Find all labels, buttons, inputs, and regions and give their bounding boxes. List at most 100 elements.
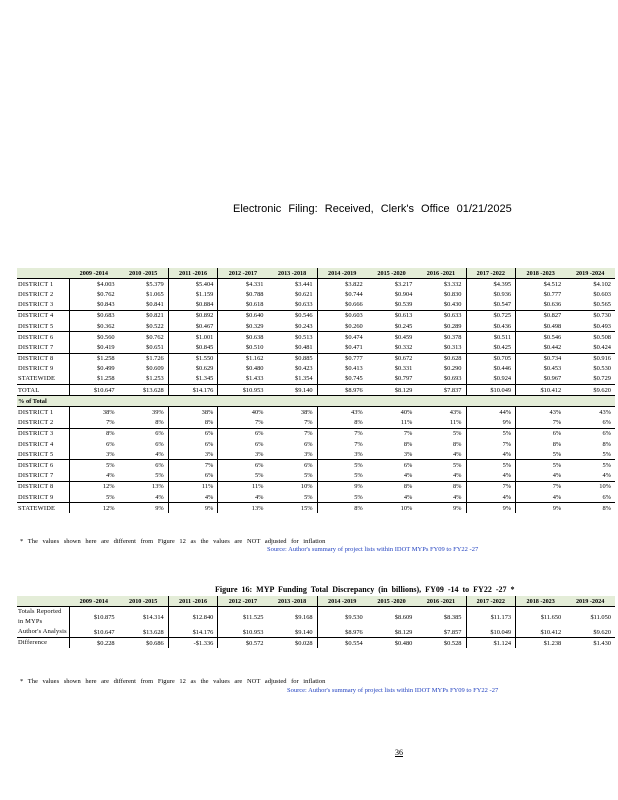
cell-value: $0.843: [97, 301, 115, 309]
period-header: 2014 -2019: [316, 596, 367, 607]
row-label: DISTRICT 4: [17, 439, 70, 450]
row-label: STATEWIDE: [17, 373, 70, 385]
cell-value: $0.638: [217, 331, 268, 343]
row-label: DISTRICT 2: [17, 289, 70, 300]
cell-value: $0.560: [69, 331, 119, 343]
cell-value: $0.651: [146, 343, 164, 351]
cell-value: $0.683: [69, 309, 119, 321]
cell-value: $10.049: [465, 384, 516, 396]
cell-value: 6%: [118, 459, 169, 471]
cell-value: $0.845: [167, 342, 218, 353]
period-header: 2017 -2022: [465, 596, 516, 607]
table-row: DISTRICT 6 $0.560 $0.762 $1.001 $0.638 $0.513…: [17, 331, 615, 343]
corner-cell: [17, 596, 69, 607]
period-header: 2010 -2015: [118, 596, 169, 607]
cell-value: 6%: [167, 470, 218, 482]
cell-value: $0.480: [366, 637, 417, 649]
period-header: 2018 -2023: [515, 596, 566, 607]
cell-value: 6%: [118, 427, 169, 439]
row-label: DISTRICT 1: [17, 406, 70, 418]
cell-value: $11.173: [465, 606, 516, 628]
cell-value: $10.647: [69, 384, 119, 396]
cell-value: $1.354: [295, 375, 313, 383]
cell-value: $5.379: [118, 278, 169, 290]
period-header: 2016 -2021: [416, 268, 466, 279]
period-header: 2019 -2024: [565, 268, 615, 279]
cell-value: $0.884: [167, 299, 218, 311]
cell-value: $3.441: [267, 278, 318, 290]
cell-value: $0.425: [465, 342, 516, 353]
cell-value: -$1.336: [167, 637, 218, 649]
cell-value: 44%: [465, 406, 516, 418]
cell-value: $8.129: [394, 628, 413, 636]
cell-value: 6%: [366, 459, 417, 471]
percent-row: STATEWIDE 12% 9% 9% 13% 15% 8% 10% 9% 9% 9% 8%: [17, 502, 615, 514]
cell-value: 6%: [217, 427, 268, 439]
cell-value: 8%: [416, 480, 466, 492]
cell-value: 10%: [366, 502, 417, 514]
cell-value: $0.453: [515, 363, 566, 374]
cell-value: $0.424: [593, 343, 611, 351]
table-row: DISTRICT 7 $0.419 $0.651 $0.845 $0.510 $0.481…: [17, 342, 615, 353]
cell-value: $0.830: [443, 290, 462, 298]
cell-value: $1.726: [118, 352, 169, 364]
cell-value: $13.628: [118, 384, 169, 396]
cell-value: $0.821: [118, 309, 169, 321]
cell-value: $13.628: [142, 628, 164, 636]
table-row: DISTRICT 3 $0.843 $0.841 $0.884 $0.618 $0.633…: [17, 299, 615, 311]
cell-value: $10.049: [465, 627, 516, 638]
table-row: DISTRICT 1 $4.003 $5.379 $5.404 $4.331 $3.441…: [17, 278, 615, 290]
cell-value: 9%: [515, 502, 566, 514]
cell-value: 4%: [155, 450, 164, 458]
cell-value: 7%: [316, 427, 367, 439]
cell-value: $8.609: [366, 606, 417, 628]
row-label: DISTRICT 8: [17, 352, 70, 364]
cell-value: $0.924: [465, 373, 516, 385]
period-header: 2015 -2020: [366, 268, 417, 279]
cell-value: 6%: [106, 440, 115, 448]
cell-value: 7%: [267, 427, 318, 439]
cell-value: $0.633: [295, 301, 313, 309]
cell-value: 5%: [155, 472, 164, 480]
cell-value: $1.162: [217, 352, 268, 364]
cell-value: 6%: [217, 459, 268, 471]
cell-value: $0.572: [217, 637, 268, 649]
cell-value: $7.837: [416, 384, 466, 396]
cell-value: $0.510: [217, 342, 268, 353]
table-row: Difference $0.228 $0.686 -$1.336 $0.572 $0.02…: [17, 637, 615, 649]
row-label: DISTRICT 9: [17, 363, 70, 374]
cell-value: $0.243: [295, 322, 313, 330]
cell-value: 10%: [267, 480, 318, 492]
cell-value: 38%: [69, 406, 119, 418]
period-header: 2011 -2016: [167, 596, 218, 607]
period-header: 2009 -2014: [69, 268, 119, 279]
row-label: TOTAL: [17, 384, 70, 396]
cell-value: 8%: [565, 502, 615, 514]
cell-value: $1.253: [146, 375, 164, 383]
cell-value: $11.650: [515, 606, 566, 628]
cell-value: $9.620: [593, 628, 611, 636]
cell-value: $0.413: [316, 363, 367, 374]
cell-value: $0.329: [217, 320, 268, 332]
cell-value: $10.953: [217, 627, 268, 638]
cell-value: 3%: [106, 450, 115, 458]
cell-value: $0.686: [118, 637, 169, 649]
cell-value: $0.499: [97, 365, 115, 373]
row-label: DISTRICT 3: [17, 299, 70, 311]
cell-value: $0.725: [465, 309, 516, 321]
cell-value: 6%: [602, 419, 611, 427]
row-label: DISTRICT 8: [17, 480, 70, 492]
table-row: DISTRICT 5 $0.362 $0.522 $0.467 $0.329 $0.243…: [17, 320, 615, 332]
cell-value: $0.621: [295, 290, 313, 298]
cell-value: $0.546: [267, 309, 318, 321]
cell-value: $4.331: [217, 278, 268, 290]
cell-value: $10.412: [515, 384, 566, 396]
cell-value: 4%: [452, 450, 462, 458]
cell-value: 4%: [155, 493, 164, 501]
header-row: 2009 -2014 2010 -2015 2011 -2016 2012 -2017…: [17, 268, 615, 279]
cell-value: $0.467: [167, 320, 218, 332]
period-header: 2012 -2017: [217, 268, 268, 279]
cell-value: 40%: [217, 406, 268, 418]
percent-row: DISTRICT 7 4% 5% 6% 5% 5% 5% 4% 4% 4% 4% 4%: [17, 470, 615, 482]
cell-value: $0.745: [316, 373, 367, 385]
